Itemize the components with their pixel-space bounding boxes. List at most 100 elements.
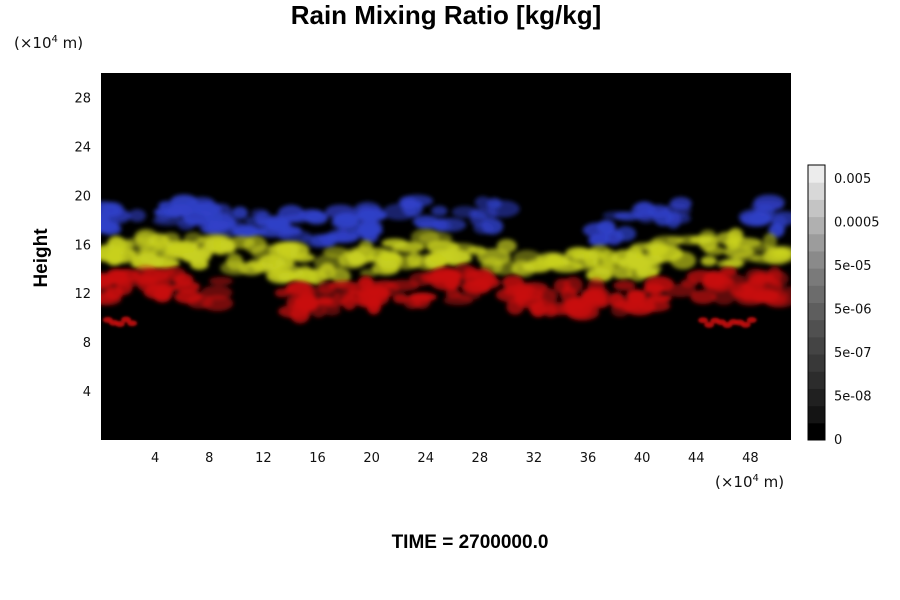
rain-cell bbox=[331, 268, 351, 285]
colorbar-swatch bbox=[808, 336, 825, 355]
y-tick-label: 20 bbox=[74, 189, 91, 204]
rain-cell bbox=[244, 215, 271, 226]
rain-cell bbox=[763, 278, 783, 296]
rain-cell bbox=[578, 293, 610, 305]
x-tick-label: 8 bbox=[205, 451, 213, 466]
rain-layer-middle bbox=[101, 228, 791, 285]
rain-cell bbox=[204, 219, 229, 232]
rain-cell bbox=[274, 258, 295, 268]
rain-cell bbox=[407, 293, 430, 308]
y-axis-ticks: 4 8 12 16 20 24 28 bbox=[74, 91, 91, 400]
rain-cell bbox=[712, 287, 736, 305]
colorbar-swatch bbox=[808, 199, 825, 218]
colorbar-swatch bbox=[808, 319, 825, 338]
rain-cell bbox=[114, 320, 125, 327]
rain-cell bbox=[669, 196, 692, 210]
rain-cell bbox=[174, 290, 203, 304]
rain-cell bbox=[104, 286, 124, 300]
rain-cell bbox=[189, 196, 215, 208]
rain-cell bbox=[416, 221, 441, 230]
rain-cell bbox=[703, 270, 726, 289]
x-tick-label: 12 bbox=[255, 451, 272, 466]
rain-cell bbox=[278, 272, 296, 283]
rain-patches-low bbox=[102, 316, 757, 329]
rain-cell bbox=[664, 283, 697, 298]
colorbar-label: 0.005 bbox=[834, 172, 871, 187]
rain-cell bbox=[740, 211, 772, 227]
rain-cell bbox=[212, 203, 232, 220]
rain-cell bbox=[474, 196, 491, 209]
rain-cell bbox=[774, 247, 789, 257]
x-tick-label: 40 bbox=[634, 451, 651, 466]
rain-cell bbox=[220, 239, 236, 253]
rain-cell bbox=[366, 254, 398, 263]
rain-cell bbox=[651, 235, 682, 248]
rain-cell bbox=[762, 233, 777, 250]
colorbar-swatch bbox=[808, 371, 825, 389]
colorbar: 0.005 0.0005 5e-05 5e-06 5e-07 5e-08 0 bbox=[807, 164, 880, 448]
x-tick-label: 20 bbox=[363, 451, 380, 466]
rain-cell bbox=[328, 280, 359, 290]
colorbar-label: 5e-08 bbox=[834, 390, 872, 405]
y-tick-label: 4 bbox=[83, 385, 91, 400]
rain-cell bbox=[286, 281, 312, 296]
y-tick-label: 12 bbox=[74, 287, 91, 302]
rain-cell bbox=[152, 216, 183, 226]
x-tick-label: 48 bbox=[742, 451, 759, 466]
colorbar-swatch bbox=[808, 182, 825, 200]
rain-cell bbox=[406, 252, 423, 269]
rain-cell bbox=[319, 262, 336, 280]
colorbar-swatch bbox=[808, 422, 825, 441]
rain-cell bbox=[468, 208, 499, 220]
rain-cell bbox=[299, 291, 317, 309]
rain-cell bbox=[366, 206, 383, 216]
rain-cell bbox=[140, 268, 169, 283]
rain-cell bbox=[134, 228, 158, 245]
rain-cell bbox=[220, 260, 250, 276]
y-axis-unit: (×104 m) bbox=[14, 34, 84, 52]
y-tick-label: 8 bbox=[83, 336, 91, 351]
rain-cell bbox=[689, 235, 713, 245]
x-tick-label: 24 bbox=[417, 451, 434, 466]
colorbar-swatch bbox=[808, 165, 825, 183]
rain-cell bbox=[543, 303, 558, 318]
rain-cell bbox=[268, 242, 291, 258]
rain-cell bbox=[147, 285, 174, 294]
rain-cell bbox=[443, 295, 474, 306]
rain-cell bbox=[166, 204, 194, 217]
rain-cell bbox=[128, 209, 146, 222]
rain-cell bbox=[173, 280, 201, 293]
rain-cell bbox=[351, 227, 373, 239]
colorbar-label: 5e-06 bbox=[834, 303, 872, 318]
rain-cell bbox=[755, 293, 786, 304]
colorbar-swatch bbox=[808, 354, 825, 372]
rain-cell bbox=[511, 262, 536, 278]
x-tick-label: 36 bbox=[580, 451, 597, 466]
rain-cell bbox=[565, 247, 592, 260]
rain-cell bbox=[729, 282, 755, 298]
y-tick-label: 28 bbox=[74, 91, 91, 106]
rain-cell bbox=[638, 299, 671, 312]
rain-cell bbox=[382, 203, 417, 221]
rain-cell bbox=[391, 241, 425, 253]
rain-cell bbox=[429, 273, 463, 291]
rain-cell bbox=[321, 232, 350, 243]
rain-cell bbox=[536, 287, 558, 306]
colorbar-label: 5e-07 bbox=[834, 346, 872, 361]
rain-cell bbox=[631, 242, 659, 251]
rain-cell bbox=[615, 226, 637, 242]
rain-cell bbox=[364, 280, 395, 290]
rain-cell bbox=[643, 283, 665, 295]
rain-cell bbox=[431, 205, 448, 217]
rain-cell bbox=[527, 257, 558, 269]
rain-cell bbox=[700, 256, 717, 267]
rain-cell bbox=[582, 222, 615, 238]
rain-layer-lower bbox=[101, 263, 791, 324]
x-tick-label: 32 bbox=[526, 451, 543, 466]
rain-cell bbox=[177, 218, 196, 231]
rain-cell bbox=[129, 249, 154, 260]
rain-cell bbox=[106, 246, 137, 264]
rain-cell bbox=[158, 253, 174, 270]
colorbar-swatch bbox=[808, 405, 825, 424]
